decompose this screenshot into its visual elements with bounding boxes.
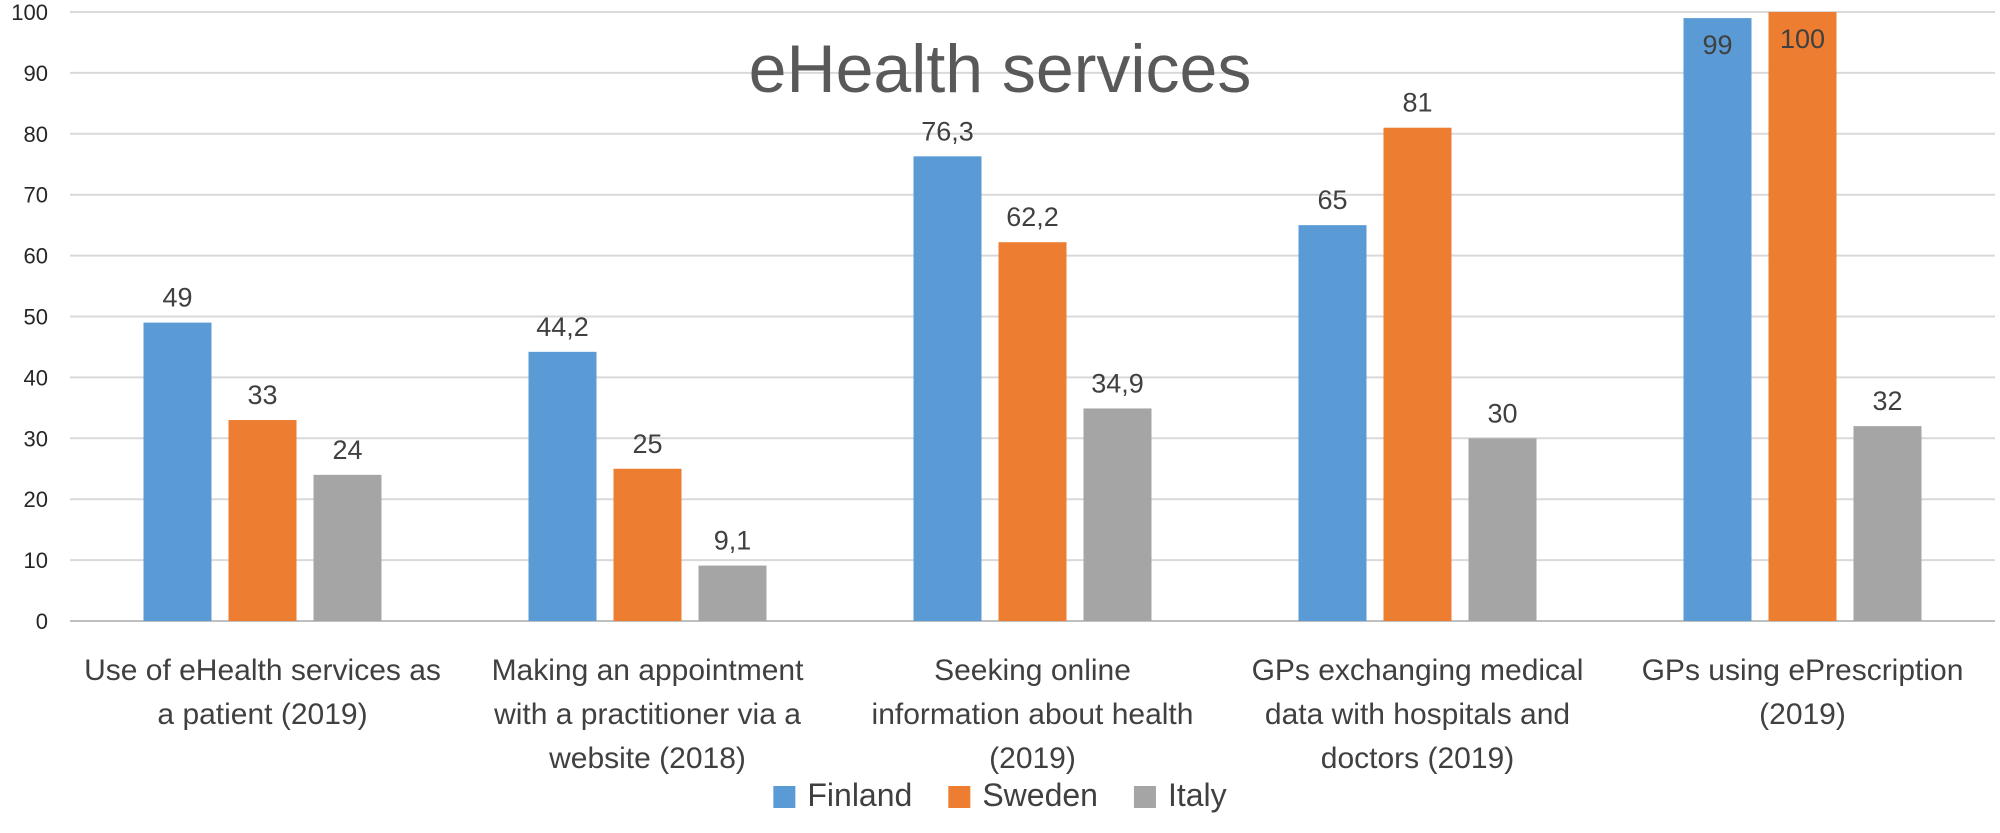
bar-finland bbox=[528, 351, 597, 621]
y-axis-ticks: 0 10 20 30 40 50 60 70 80 90 100 bbox=[11, 0, 48, 634]
category-label-line: GPs exchanging medical bbox=[1252, 654, 1584, 687]
bar-sweden bbox=[1383, 127, 1452, 622]
data-label: 62,2 bbox=[1006, 202, 1059, 232]
bar-sweden bbox=[613, 468, 682, 621]
category-label-line: data with hospitals and bbox=[1265, 698, 1570, 731]
data-label: 9,1 bbox=[714, 526, 752, 556]
category-label-line: Making an appointment bbox=[492, 654, 805, 687]
category-label-line: (2019) bbox=[1759, 698, 1846, 731]
y-tick-label: 60 bbox=[24, 244, 48, 269]
data-label: 100 bbox=[1780, 24, 1825, 54]
bar-italy bbox=[1853, 426, 1922, 621]
data-label: 33 bbox=[247, 380, 277, 410]
data-label: 76,3 bbox=[921, 116, 974, 146]
legend-label: Finland bbox=[807, 777, 912, 813]
category-label-line: information about health bbox=[872, 698, 1194, 731]
data-label: 49 bbox=[162, 283, 192, 313]
chart-title: eHealth services bbox=[749, 31, 1252, 107]
data-label: 32 bbox=[1872, 386, 1902, 416]
category-label-line: (2019) bbox=[989, 742, 1076, 775]
y-tick-label: 30 bbox=[24, 426, 48, 451]
bar-finland bbox=[143, 322, 212, 621]
legend-label: Sweden bbox=[982, 777, 1098, 813]
category-label-line: GPs using ePrescription bbox=[1642, 654, 1964, 687]
legend-swatch-sweden bbox=[948, 786, 971, 808]
bar-finland bbox=[1683, 18, 1752, 621]
category-label-line: a patient (2019) bbox=[157, 698, 367, 731]
data-label: 25 bbox=[632, 429, 662, 459]
data-label: 34,9 bbox=[1091, 368, 1144, 398]
bar-italy bbox=[1468, 438, 1537, 621]
bar-sweden bbox=[998, 242, 1067, 621]
data-label: 30 bbox=[1487, 398, 1517, 428]
category-label-line: Seeking online bbox=[934, 654, 1131, 687]
data-label: 81 bbox=[1402, 88, 1432, 118]
y-tick-label: 100 bbox=[11, 0, 48, 25]
y-tick-label: 0 bbox=[36, 609, 48, 634]
bar-finland bbox=[1298, 225, 1367, 621]
bar-italy bbox=[313, 474, 382, 621]
y-tick-label: 90 bbox=[24, 61, 48, 86]
y-tick-label: 10 bbox=[24, 548, 48, 573]
category-label-line: Use of eHealth services as bbox=[84, 654, 441, 687]
bar-sweden bbox=[1768, 12, 1837, 621]
legend: Finland Sweden Italy bbox=[773, 777, 1227, 813]
data-label: 99 bbox=[1702, 30, 1732, 60]
y-tick-label: 70 bbox=[24, 183, 48, 208]
bars bbox=[143, 12, 1922, 622]
bar-sweden bbox=[228, 420, 297, 621]
category-label: Use of eHealth services as a patient (201… bbox=[84, 654, 441, 731]
category-label: GPs exchanging medical data with hospital… bbox=[1252, 654, 1584, 775]
category-label: Making an appointment with a practitioner… bbox=[492, 654, 805, 775]
legend-label: Italy bbox=[1168, 777, 1227, 813]
data-label: 44,2 bbox=[536, 312, 589, 342]
x-axis-categories: Use of eHealth services as a patient (201… bbox=[84, 654, 1963, 775]
data-label: 24 bbox=[332, 435, 362, 465]
category-label-line: doctors (2019) bbox=[1321, 742, 1514, 775]
y-tick-label: 50 bbox=[24, 305, 48, 330]
bar-italy bbox=[698, 565, 767, 621]
category-label: Seeking online information about health (2… bbox=[872, 654, 1194, 775]
bar-italy bbox=[1083, 408, 1152, 621]
y-tick-label: 80 bbox=[24, 122, 48, 147]
y-tick-label: 20 bbox=[24, 487, 48, 512]
category-label-line: website (2018) bbox=[548, 742, 746, 775]
category-label: GPs using ePrescription (2019) bbox=[1642, 654, 1964, 731]
category-label-line: with a practitioner via a bbox=[493, 698, 801, 731]
legend-swatch-finland bbox=[773, 786, 796, 808]
y-tick-label: 40 bbox=[24, 365, 48, 390]
bar-finland bbox=[913, 156, 982, 621]
data-label: 65 bbox=[1317, 185, 1347, 215]
legend-swatch-italy bbox=[1133, 786, 1156, 808]
data-labels: 49 33 24 44,2 25 9,1 76,3 62,2 34,9 65 81 30 99 100 32 bbox=[162, 24, 1902, 556]
